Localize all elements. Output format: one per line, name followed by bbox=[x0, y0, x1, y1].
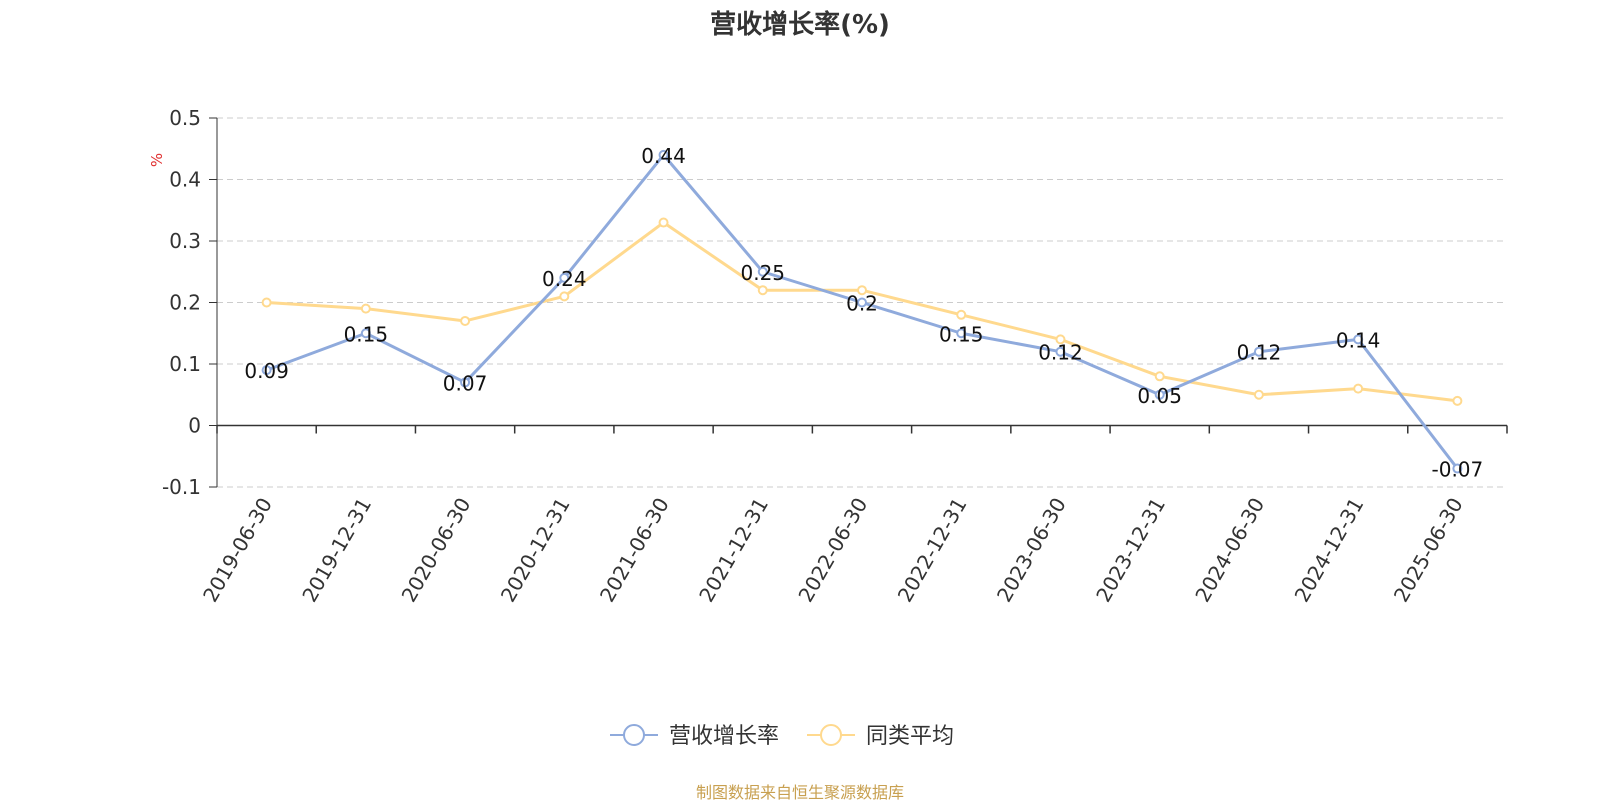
x-tick-label: 2022-06-30 bbox=[793, 494, 872, 607]
legend-label: 营收增长率 bbox=[669, 724, 779, 749]
x-tick-label: 2019-06-30 bbox=[198, 494, 277, 607]
data-point-0 bbox=[857, 297, 867, 308]
data-point-1 bbox=[1154, 371, 1165, 382]
data-label: 0.24 bbox=[542, 267, 587, 291]
data-point-1 bbox=[360, 303, 371, 314]
data-label: 0.12 bbox=[1237, 341, 1282, 365]
data-point-1 bbox=[460, 315, 471, 326]
legend-marker bbox=[623, 724, 645, 746]
data-point-0 bbox=[956, 328, 967, 339]
data-point-1 bbox=[1253, 389, 1264, 400]
x-tick-label: 2024-06-30 bbox=[1190, 494, 1269, 607]
data-point-1 bbox=[1055, 334, 1066, 345]
data-label: 0.14 bbox=[1336, 328, 1381, 352]
legend-marker bbox=[820, 724, 842, 746]
chart-title: 营收增长率(%) bbox=[710, 10, 890, 40]
x-tick-label: 2024-12-31 bbox=[1290, 494, 1369, 607]
data-label: 0.2 bbox=[846, 292, 878, 316]
x-tick-label: 2020-06-30 bbox=[397, 494, 476, 607]
legend-label: 同类平均 bbox=[866, 724, 954, 749]
source-note: 制图数据来自恒生聚源数据库 bbox=[695, 783, 904, 802]
data-point-0 bbox=[1253, 346, 1264, 357]
data-point-1 bbox=[658, 217, 669, 228]
data-label: 0.15 bbox=[344, 322, 389, 346]
data-point-0 bbox=[757, 266, 768, 277]
data-point-0 bbox=[261, 365, 272, 376]
data-point-0 bbox=[360, 328, 371, 339]
data-point-1 bbox=[559, 291, 570, 302]
data-label: 0.25 bbox=[741, 261, 786, 285]
data-point-0 bbox=[559, 272, 570, 283]
data-point-0 bbox=[1055, 346, 1066, 357]
data-point-1 bbox=[1452, 395, 1463, 406]
y-tick-label: 0 bbox=[188, 414, 201, 438]
y-axis-label: % bbox=[148, 153, 166, 167]
data-point-0 bbox=[1452, 463, 1463, 474]
x-tick-label: 2023-12-31 bbox=[1091, 494, 1170, 607]
legend-item-1: 同类平均 bbox=[807, 724, 954, 749]
y-tick-label: 0.4 bbox=[169, 168, 201, 192]
y-tick-label: 0.3 bbox=[169, 229, 201, 253]
x-tick-label: 2021-06-30 bbox=[595, 494, 674, 607]
x-tick-label: 2025-06-30 bbox=[1389, 494, 1468, 607]
data-label: 0.07 bbox=[443, 371, 488, 395]
data-label: -0.07 bbox=[1432, 458, 1484, 482]
data-point-0 bbox=[1353, 334, 1364, 345]
data-label: 0.12 bbox=[1038, 341, 1083, 365]
data-point-1 bbox=[261, 297, 272, 308]
data-point-0 bbox=[658, 149, 669, 160]
y-tick-label: -0.1 bbox=[162, 475, 201, 499]
x-tick-label: 2021-12-31 bbox=[694, 494, 773, 607]
x-tick-label: 2019-12-31 bbox=[297, 494, 376, 607]
data-label: 0.05 bbox=[1137, 384, 1182, 408]
data-point-1 bbox=[757, 285, 768, 296]
x-tick-label: 2023-06-30 bbox=[992, 494, 1071, 607]
data-point-1 bbox=[1353, 383, 1364, 394]
data-point-0 bbox=[460, 377, 471, 388]
y-tick-label: 0.2 bbox=[169, 291, 201, 315]
y-tick-label: 0.5 bbox=[169, 106, 201, 130]
y-tick-label: 0.1 bbox=[169, 352, 201, 376]
data-label: 0.15 bbox=[939, 322, 984, 346]
legend-item-0: 营收增长率 bbox=[610, 724, 779, 749]
data-label: 0.44 bbox=[641, 144, 686, 168]
x-tick-label: 2020-12-31 bbox=[496, 494, 575, 607]
x-tick-label: 2022-12-31 bbox=[893, 494, 972, 607]
data-label: 0.09 bbox=[244, 359, 289, 383]
data-point-1 bbox=[956, 309, 967, 320]
data-point-0 bbox=[1154, 389, 1165, 400]
data-point-1 bbox=[857, 285, 867, 296]
